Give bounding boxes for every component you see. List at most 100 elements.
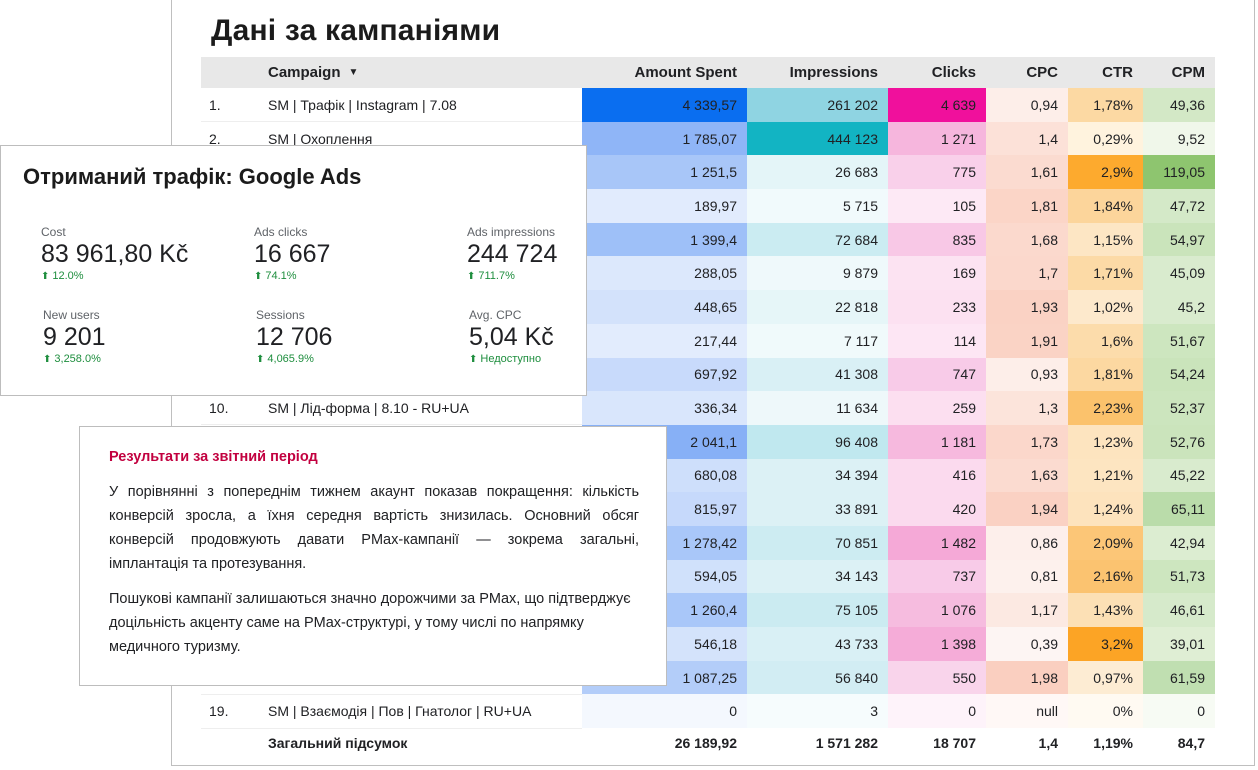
cell-ctr: 1,71%: [1068, 256, 1143, 291]
col-header-campaign[interactable]: Campaign ▼: [245, 57, 582, 88]
cell-cpc: 1,3: [986, 391, 1068, 425]
cell-clicks: 737: [888, 559, 986, 594]
cell-ctr: 1,24%: [1068, 492, 1143, 526]
cell-cpm: 9,52: [1143, 121, 1215, 156]
cell-ctr: 2,9%: [1068, 155, 1143, 190]
total-amount: 26 189,92: [674, 735, 737, 752]
cell-ctr: 0%: [1068, 694, 1143, 729]
metric-value: 9 201: [43, 323, 106, 351]
cell-cpm: 0: [1143, 694, 1215, 729]
metric-sessions: Sessions 12 706 ⬆ 4,065.9%: [256, 308, 332, 367]
metric-label: Avg. CPC: [469, 308, 522, 322]
cell-impressions: 7 117: [747, 323, 888, 358]
arrow-up-icon: ⬆: [254, 271, 263, 282]
campaign-name[interactable]: SM | Лід-форма | 8.10 - RU+UA: [245, 391, 582, 426]
table-row[interactable]: 10. SM | Лід-форма | 8.10 - RU+UA 336,34 11…: [201, 391, 1215, 426]
cell-cpc: 1,68: [986, 222, 1068, 257]
metric-delta: ⬆ 12.0%: [41, 269, 188, 284]
arrow-up-icon: ⬆: [469, 354, 478, 365]
table-header-row: Campaign ▼ Amount Spent Impressions Click…: [201, 57, 1215, 88]
metric-delta-value: 74.1%: [265, 270, 297, 282]
cell-ctr: 1,6%: [1068, 323, 1143, 358]
cell-cpm: 39,01: [1143, 627, 1215, 661]
metric-delta-value: 3,258.0%: [54, 353, 101, 365]
metric-delta-value: 4,065.9%: [267, 353, 314, 365]
cell-cpm: 51,67: [1143, 323, 1215, 358]
campaign-table-panel: Дані за кампаніями Campaign ▼ Amount Spen…: [171, 0, 1255, 766]
cell-cpc: 0,81: [986, 559, 1068, 594]
cell-clicks: 416: [888, 458, 986, 493]
cell-ctr: 1,02%: [1068, 290, 1143, 324]
cell-cpc: 0,39: [986, 627, 1068, 661]
table-row[interactable]: 19. SM | Взаємодія | Пов | Гнатолог | RU+…: [201, 694, 1215, 729]
col-header-amount[interactable]: Amount Spent: [582, 57, 747, 88]
sort-desc-icon[interactable]: ▼: [348, 67, 359, 78]
cell-cpc: 1,7: [986, 256, 1068, 291]
cell-amount: 288,05: [582, 256, 747, 291]
cell-ctr: 0,97%: [1068, 660, 1143, 695]
cell-cpm: 42,94: [1143, 525, 1215, 560]
cell-clicks: 1 076: [888, 593, 986, 627]
metric-cost: Cost 83 961,80 Kč ⬆ 12.0%: [41, 225, 188, 284]
col-header-impressions[interactable]: Impressions: [747, 57, 888, 88]
col-header-ctr[interactable]: CTR: [1068, 57, 1143, 88]
cell-impressions: 444 123: [747, 121, 888, 156]
col-header-cpm[interactable]: CPM: [1143, 57, 1215, 88]
cell-impressions: 33 891: [747, 492, 888, 526]
metric-value: 16 667: [254, 240, 331, 268]
cell-cpm: 52,37: [1143, 391, 1215, 425]
cell-impressions: 261 202: [747, 88, 888, 122]
cell-cpc: 1,61: [986, 155, 1068, 190]
col-header-clicks[interactable]: Clicks: [888, 57, 986, 88]
cell-ctr: 1,78%: [1068, 88, 1143, 122]
col-header-cpc[interactable]: CPC: [986, 57, 1068, 88]
cell-impressions: 70 851: [747, 525, 888, 560]
cell-impressions: 56 840: [747, 660, 888, 695]
cell-ctr: 2,16%: [1068, 559, 1143, 594]
col-header-index: [201, 57, 245, 88]
total-label: Загальний підсумок: [268, 735, 408, 752]
table-row[interactable]: 1. SM | Трафік | Instagram | 7.08 4 339,57…: [201, 88, 1215, 123]
cell-amount: 697,92: [582, 357, 747, 392]
total-row: Загальний підсумок 26 189,92 1 571 282 1…: [201, 728, 1215, 758]
metric-delta: ⬆ Недоступно: [469, 352, 554, 367]
arrow-up-icon: ⬆: [41, 271, 50, 282]
cell-clicks: 1 398: [888, 627, 986, 661]
metric-label: New users: [43, 308, 100, 322]
cell-clicks: 1 271: [888, 121, 986, 156]
cell-cpc: 0,93: [986, 357, 1068, 392]
campaign-name[interactable]: SM | Взаємодія | Пов | Гнатолог | RU+UA: [245, 694, 582, 729]
cell-clicks: 259: [888, 391, 986, 425]
cell-cpc: null: [986, 694, 1068, 729]
cell-amount: 1 251,5: [582, 155, 747, 190]
cell-amount: 4 339,57: [582, 88, 747, 122]
metric-label: Sessions: [256, 308, 305, 322]
row-index: 1.: [201, 88, 245, 123]
cell-clicks: 1 482: [888, 525, 986, 560]
results-paragraph-2: Пошукові кампанії залишаються значно дор…: [109, 591, 631, 655]
results-card: Результати за звітний період У порівнянн…: [79, 426, 667, 686]
cell-clicks: 169: [888, 256, 986, 291]
cell-amount: 448,65: [582, 290, 747, 324]
total-clicks: 18 707: [933, 735, 976, 752]
metric-value: 244 724: [467, 240, 558, 268]
cell-clicks: 114: [888, 323, 986, 358]
cell-ctr: 1,15%: [1068, 222, 1143, 257]
cell-ctr: 2,23%: [1068, 391, 1143, 425]
metric-delta-value: Недоступно: [480, 353, 542, 365]
campaign-name[interactable]: SM | Трафік | Instagram | 7.08: [245, 88, 582, 123]
cell-cpm: 52,76: [1143, 424, 1215, 459]
cell-cpc: 0,94: [986, 88, 1068, 122]
row-index: 19.: [201, 694, 245, 729]
total-index: [201, 728, 245, 758]
metric-value: 83 961,80 Kč: [41, 240, 189, 268]
metric-label: Cost: [41, 225, 66, 239]
col-header-campaign-label: Campaign: [268, 64, 341, 81]
cell-cpc: 1,73: [986, 424, 1068, 459]
metric-new-users: New users 9 201 ⬆ 3,258.0%: [43, 308, 106, 367]
cell-cpc: 1,81: [986, 189, 1068, 223]
cell-clicks: 233: [888, 290, 986, 324]
cell-impressions: 96 408: [747, 424, 888, 459]
cell-ctr: 1,84%: [1068, 189, 1143, 223]
cell-amount: 217,44: [582, 323, 747, 358]
